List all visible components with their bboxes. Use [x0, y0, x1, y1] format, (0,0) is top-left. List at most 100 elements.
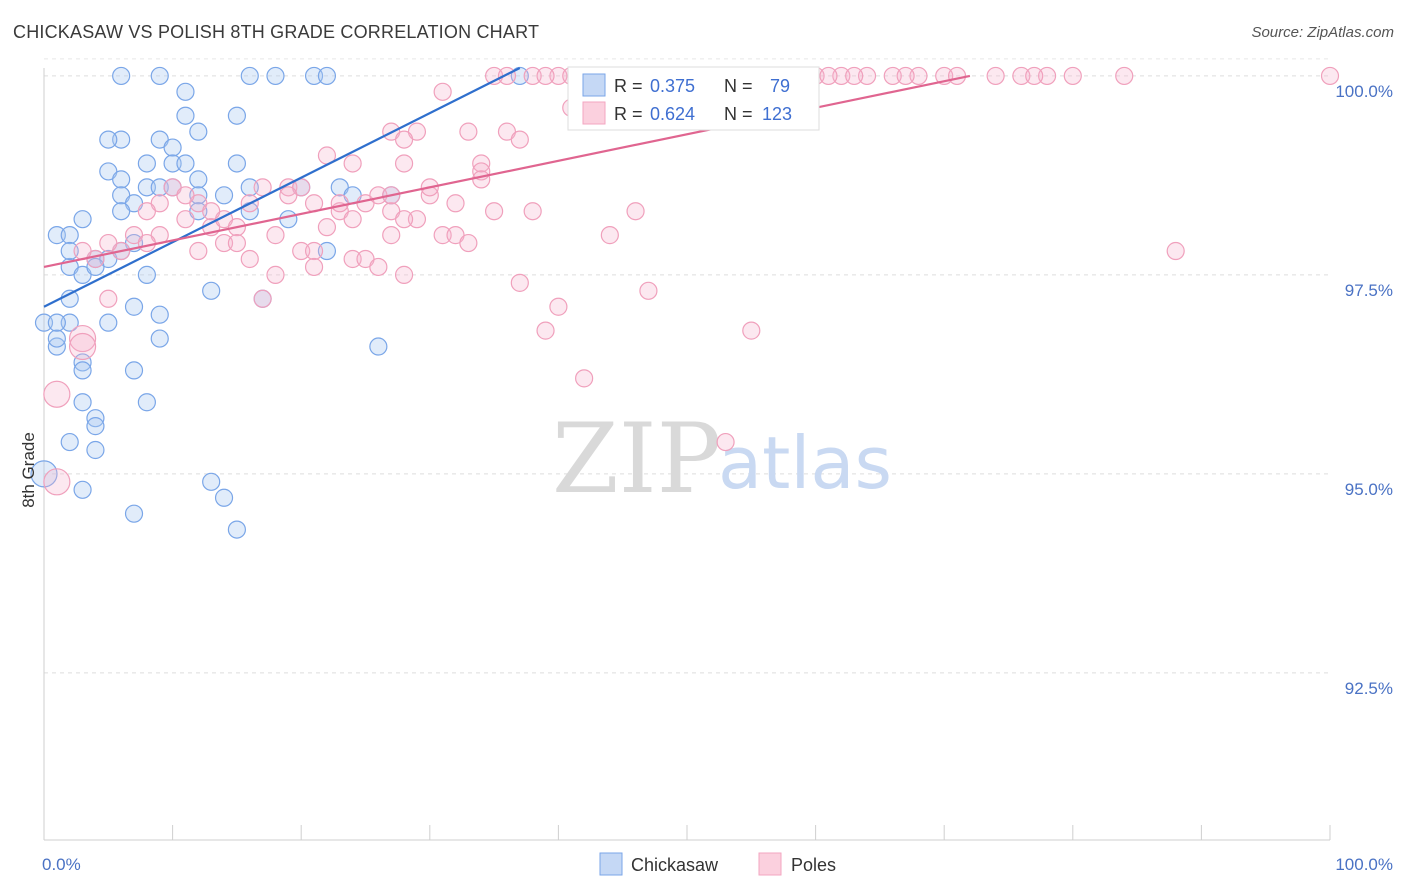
- point-chickasaw-1: [150, 66, 169, 86]
- point-poles-87: [253, 289, 272, 308]
- watermark-zip: ZIP: [552, 403, 721, 515]
- trend-line-chickasaw: [43, 66, 521, 308]
- point-poles-29: [433, 82, 452, 101]
- point-poles-82: [369, 257, 388, 277]
- point-poles-93: [575, 369, 594, 388]
- point-chickasaw-3: [266, 66, 285, 86]
- point-poles-106: [176, 186, 195, 205]
- point-poles-75: [214, 233, 234, 253]
- point-poles-99: [68, 324, 97, 353]
- point-poles-39: [394, 154, 414, 173]
- point-chickasaw-10: [112, 130, 131, 149]
- point-chickasaw-14: [189, 122, 208, 141]
- point-chickasaw-17: [176, 154, 195, 173]
- stat-r-value-chickasaw: 0.375: [650, 76, 695, 96]
- point-poles-113: [472, 170, 491, 189]
- point-chickasaw-75: [214, 186, 234, 205]
- stat-r-label-chickasaw: R =: [614, 76, 643, 96]
- point-chickasaw-70: [30, 460, 58, 488]
- point-chickasaw-67: [214, 488, 234, 507]
- point-chickasaw-23: [150, 178, 169, 197]
- point-chickasaw-2: [240, 66, 259, 86]
- point-chickasaw-78: [60, 241, 79, 261]
- x-tick-label-1: 100.0%: [1335, 855, 1393, 874]
- point-chickasaw-21: [189, 170, 208, 189]
- point-chickasaw-62: [86, 417, 105, 436]
- point-chickasaw-7: [176, 82, 195, 101]
- point-poles-54: [407, 210, 427, 229]
- point-poles-36: [510, 130, 529, 149]
- y-tick-label-1: 97.5%: [1345, 281, 1393, 300]
- point-chickasaw-55: [369, 337, 388, 356]
- legend: Chickasaw Poles: [599, 852, 836, 876]
- point-poles-112: [600, 226, 619, 245]
- point-chickasaw-57: [124, 361, 144, 380]
- point-poles-1: [497, 66, 517, 86]
- point-chickasaw-22: [137, 178, 156, 197]
- point-chickasaw-0: [112, 66, 131, 86]
- point-chickasaw-69: [227, 520, 246, 539]
- point-poles-102: [43, 468, 71, 496]
- point-poles-119: [896, 66, 915, 86]
- point-poles-92: [742, 321, 761, 340]
- point-chickasaw-52: [34, 313, 54, 332]
- legend-swatch-chickasaw: [599, 852, 623, 876]
- axes: [43, 68, 1331, 841]
- legend-label-chickasaw: Chickasaw: [631, 855, 719, 875]
- point-chickasaw-11: [99, 130, 118, 149]
- stats-box: R = 0.375 N = 79 R = 0.624 N = 123: [567, 66, 820, 131]
- point-poles-20: [986, 66, 1005, 86]
- point-poles-56: [446, 194, 465, 213]
- point-chickasaw-44: [137, 265, 156, 284]
- point-chickasaw-34: [73, 210, 92, 229]
- point-poles-3: [549, 66, 568, 86]
- point-chickasaw-66: [202, 472, 221, 491]
- point-poles-22: [1037, 66, 1057, 86]
- point-poles-111: [485, 202, 504, 221]
- point-poles-84: [266, 265, 285, 284]
- point-poles-100: [68, 332, 97, 361]
- point-poles-89: [549, 297, 568, 316]
- point-poles-88: [510, 273, 529, 292]
- stat-n-label-chickasaw: N =: [724, 76, 753, 96]
- y-tick-labels: 100.0% 97.5% 95.0% 92.5%: [1335, 82, 1393, 698]
- point-chickasaw-51: [60, 313, 79, 332]
- point-chickasaw-35: [279, 210, 298, 229]
- point-chickasaw-49: [150, 305, 169, 324]
- point-chickasaw-71: [47, 329, 66, 348]
- point-poles-79: [304, 241, 324, 261]
- point-poles-109: [382, 226, 401, 245]
- point-poles-23: [1063, 66, 1082, 86]
- point-chickasaw-53: [150, 329, 169, 348]
- stat-n-value-poles: 123: [762, 104, 792, 124]
- point-chickasaw-77: [47, 313, 66, 332]
- point-poles-83: [394, 265, 414, 284]
- watermark-atlas: atlas: [718, 421, 892, 505]
- point-chickasaw-58: [73, 361, 92, 380]
- x-tick-labels: 0.0% 100.0%: [42, 855, 1393, 874]
- point-poles-108: [330, 194, 349, 213]
- point-chickasaw-24: [240, 178, 259, 197]
- point-poles-34: [459, 122, 478, 141]
- stats-swatch-poles: [582, 101, 606, 125]
- point-poles-63: [394, 210, 414, 229]
- point-poles-115: [536, 66, 555, 86]
- point-chickasaw-4: [304, 66, 324, 86]
- point-poles-77: [240, 249, 259, 269]
- point-poles-50: [343, 210, 362, 229]
- point-poles-17: [883, 66, 902, 86]
- point-poles-16: [857, 66, 877, 86]
- y-tick-label-3: 92.5%: [1345, 679, 1393, 698]
- point-poles-101: [43, 380, 71, 408]
- stat-r-label-poles: R =: [614, 104, 643, 124]
- point-poles-57: [176, 210, 195, 229]
- point-poles-37: [394, 130, 414, 149]
- y-tick-label-0: 100.0%: [1335, 82, 1393, 101]
- point-chickasaw-37: [60, 226, 79, 245]
- point-poles-2: [523, 66, 542, 86]
- point-poles-91: [536, 321, 555, 340]
- point-chickasaw-13: [163, 138, 182, 157]
- point-poles-90: [639, 281, 658, 300]
- stats-swatch-chickasaw: [582, 73, 606, 97]
